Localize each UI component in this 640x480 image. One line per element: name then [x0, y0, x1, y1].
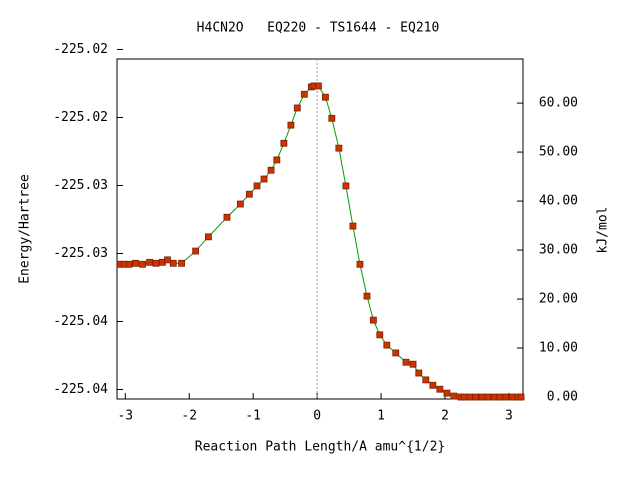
point: [280, 139, 288, 147]
point: [349, 222, 357, 230]
point: [508, 393, 516, 401]
point: [293, 104, 301, 112]
point: [164, 256, 171, 264]
y-tick-label: -225.03: [53, 246, 108, 261]
point: [315, 82, 322, 90]
x-tick-label: 2: [441, 409, 449, 424]
point: [369, 316, 377, 324]
point: [253, 182, 261, 190]
point: [273, 156, 281, 164]
x-tick-label: 3: [505, 409, 513, 424]
point: [502, 393, 510, 401]
y2-tick-label: 50.00: [539, 145, 578, 160]
point: [178, 259, 185, 267]
x-tick-label: 0: [313, 409, 321, 424]
point: [409, 360, 417, 368]
point: [472, 393, 480, 401]
point: [484, 393, 492, 401]
point: [223, 213, 231, 221]
point: [342, 182, 350, 190]
chart-title: H4CN2O EQ220 - TS1644 - EQ210: [197, 21, 440, 36]
y-tick-label: -225.02: [53, 42, 108, 57]
point: [429, 381, 437, 389]
y2-tick-label: 40.00: [539, 194, 578, 209]
point: [132, 259, 139, 267]
point: [478, 393, 486, 401]
y-tick-label: -225.04: [53, 382, 108, 397]
point: [125, 260, 133, 268]
point: [443, 389, 451, 397]
point: [356, 260, 364, 268]
x-tick-label: -2: [181, 409, 197, 424]
y2-axis-label: kJ/mol: [596, 207, 611, 254]
point: [490, 393, 498, 401]
y-tick-label: -225.02: [53, 110, 108, 125]
point: [322, 93, 329, 101]
y2-tick-label: 0.00: [547, 390, 578, 405]
y2-tick-label: 60.00: [539, 96, 578, 111]
point: [436, 385, 444, 393]
x-tick-label: -3: [117, 409, 133, 424]
point: [392, 349, 400, 357]
point: [335, 144, 343, 152]
point: [192, 247, 200, 255]
y-tick-label: -225.03: [53, 178, 108, 193]
point: [376, 331, 384, 339]
point: [422, 376, 430, 384]
point: [450, 392, 458, 400]
point: [146, 258, 154, 266]
point: [466, 393, 474, 401]
point: [236, 200, 244, 208]
point: [383, 341, 391, 349]
y2-tick-label: 10.00: [539, 341, 578, 356]
point: [205, 233, 212, 241]
point: [267, 166, 275, 174]
point: [287, 121, 295, 129]
point: [169, 259, 177, 267]
point: [517, 393, 525, 401]
point: [245, 190, 253, 198]
y-axis-label: Energy/Hartree: [18, 174, 33, 284]
y2-tick-label: 30.00: [539, 243, 578, 258]
point: [139, 260, 146, 268]
point: [402, 358, 410, 366]
plot-frame: [116, 58, 524, 400]
x-tick-label: -1: [245, 409, 261, 424]
point: [152, 259, 160, 267]
y-tick-label: -225.04: [53, 314, 108, 329]
x-tick-label: 1: [377, 409, 385, 424]
point: [460, 393, 468, 401]
point: [363, 292, 371, 300]
x-axis-label: Reaction Path Length/A amu^{1/2}: [195, 440, 445, 455]
point: [300, 90, 308, 98]
y2-tick-label: 20.00: [539, 292, 578, 307]
point: [328, 114, 336, 122]
point: [260, 175, 268, 183]
point: [496, 393, 504, 401]
point: [415, 369, 423, 377]
